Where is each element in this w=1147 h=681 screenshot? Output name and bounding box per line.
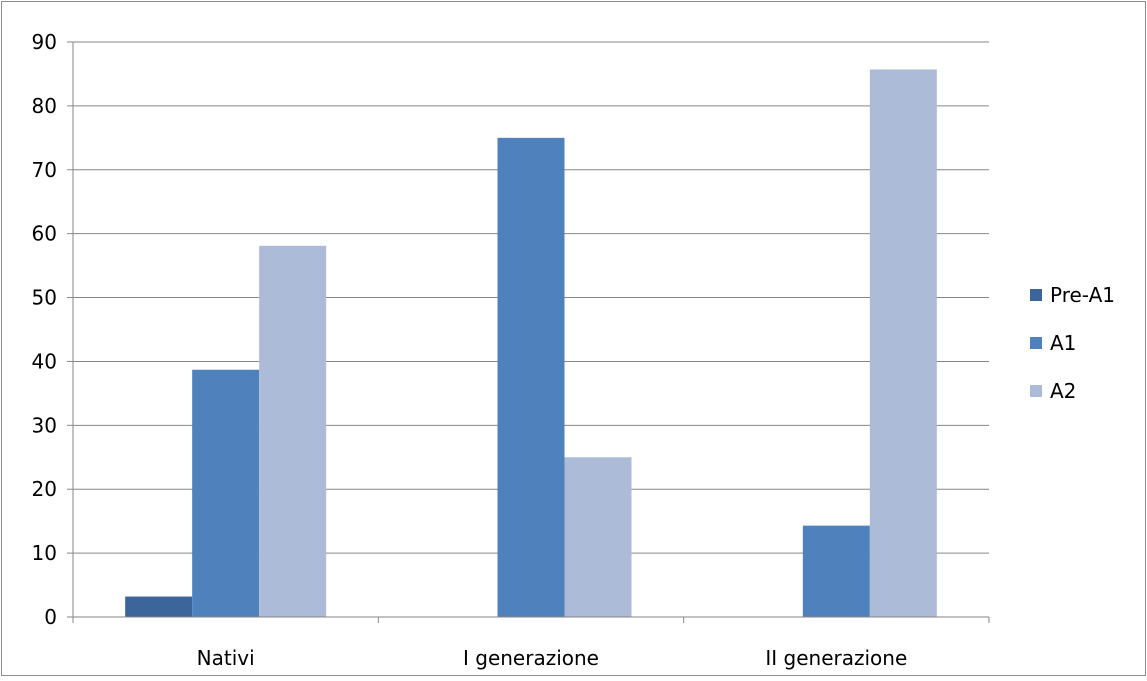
bar-a2-i-generazione	[564, 457, 632, 617]
bar-pre-a1-nativi	[125, 596, 193, 617]
bar-a1-nativi	[192, 369, 260, 617]
y-tick-label-70: 70	[32, 158, 57, 182]
legend-label-a2: A2	[1050, 379, 1076, 403]
legend-label-a1: A1	[1050, 331, 1076, 355]
axes	[67, 41, 990, 623]
y-tick-label-80: 80	[32, 94, 57, 118]
legend: Pre-A1 A1 A2	[1030, 283, 1115, 403]
legend-swatch-a1	[1030, 337, 1042, 349]
y-tick-label-30: 30	[32, 413, 57, 437]
y-tick-label-90: 90	[32, 30, 57, 54]
y-tick-label-0: 0	[44, 605, 57, 629]
x-tick-label-ii-generazione: II generazione	[765, 646, 907, 670]
bars	[125, 69, 937, 618]
x-tick-labels: Nativi I generazione II generazione	[197, 646, 908, 670]
y-tick-labels: 0 10 20 30 40 50 60 70 80 90	[32, 30, 57, 629]
legend-swatch-pre-a1	[1030, 289, 1042, 301]
x-tick-label-nativi: Nativi	[197, 646, 255, 670]
bar-a2-nativi	[259, 245, 327, 618]
y-tick-label-10: 10	[32, 541, 57, 565]
legend-swatch-a2	[1030, 385, 1042, 397]
x-tick-label-i-generazione: I generazione	[463, 646, 599, 670]
y-tick-label-20: 20	[32, 477, 57, 501]
y-tick-label-60: 60	[32, 222, 57, 246]
bar-a1-i-generazione	[497, 137, 565, 618]
bar-a2-ii-generazione	[869, 69, 937, 617]
y-tick-label-40: 40	[32, 349, 57, 373]
legend-label-pre-a1: Pre-A1	[1050, 283, 1115, 307]
y-tick-label-50: 50	[32, 286, 57, 310]
bar-a1-ii-generazione	[802, 525, 870, 617]
